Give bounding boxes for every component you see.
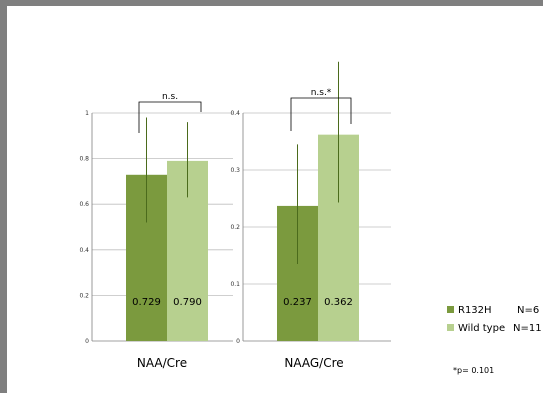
chart-naag-cre: 0 0.1 0.2 0.3 0.4 0.237 0.362 n.s.* NAAG/Cre xyxy=(230,61,391,370)
y-tick-label: 0.3 xyxy=(230,167,240,174)
data-label-r132h: 0.729 xyxy=(132,297,161,308)
x-axis-label: NAA/Cre xyxy=(137,356,187,370)
legend-swatch-r132h xyxy=(447,306,454,313)
legend-label-wild-type: Wild type xyxy=(458,323,505,334)
y-tick-label: 0.1 xyxy=(230,281,240,288)
slide: 0 0.2 0.4 0.6 0.8 1 0.729 0.790 n.s. NAA/Cre 0 0.1… xyxy=(7,6,543,393)
significance-bracket xyxy=(138,101,202,133)
significance-bracket xyxy=(290,97,352,131)
data-label-r132h: 0.237 xyxy=(283,297,312,308)
legend-label-r132h: R132H xyxy=(458,305,492,316)
footnote: *p= 0.101 xyxy=(453,366,494,375)
significance-label: n.s.* xyxy=(311,88,332,98)
data-label-wild-type: 0.362 xyxy=(324,297,353,308)
chart-naa-cre: 0 0.2 0.4 0.6 0.8 1 0.729 0.790 n.s. NAA/Cre xyxy=(79,92,233,370)
y-tick-label: 0.8 xyxy=(79,156,89,163)
significance-label: n.s. xyxy=(162,92,178,102)
legend-n-wild-type: N=11 xyxy=(513,323,542,334)
y-tick-label: 0.2 xyxy=(79,292,89,299)
y-tick-label: 0.2 xyxy=(230,224,240,231)
y-tick-label: 0 xyxy=(85,338,89,345)
legend: R132H N=6 Wild type N=11 xyxy=(447,305,542,334)
legend-swatch-wild-type xyxy=(447,324,454,331)
y-tick-label: 0.6 xyxy=(79,201,89,208)
legend-n-r132h: N=6 xyxy=(517,305,539,316)
chart-canvas: 0 0.2 0.4 0.6 0.8 1 0.729 0.790 n.s. NAA/Cre 0 0.1… xyxy=(79,61,542,375)
x-axis-label: NAAG/Cre xyxy=(284,356,343,370)
y-tick-label: 0 xyxy=(236,338,240,345)
data-label-wild-type: 0.790 xyxy=(173,297,202,308)
y-tick-label: 1 xyxy=(85,110,89,117)
y-tick-label: 0.4 xyxy=(79,247,89,254)
y-tick-label: 0.4 xyxy=(230,110,240,117)
